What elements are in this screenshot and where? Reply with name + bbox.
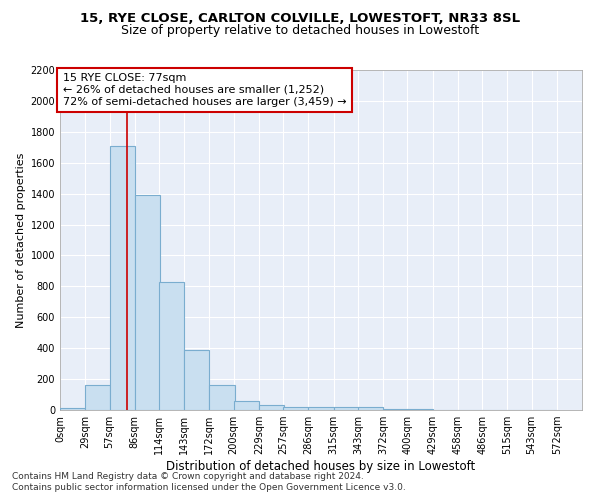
Bar: [85, 386, 110, 410]
Text: Contains public sector information licensed under the Open Government Licence v3: Contains public sector information licen…: [12, 483, 406, 492]
Bar: [259, 406, 284, 410]
Text: Size of property relative to detached houses in Lowestoft: Size of property relative to detached ho…: [121, 24, 479, 37]
Text: Contains HM Land Registry data © Crown copyright and database right 2024.: Contains HM Land Registry data © Crown c…: [12, 472, 364, 481]
Text: 15 RYE CLOSE: 77sqm
← 26% of detached houses are smaller (1,252)
72% of semi-det: 15 RYE CLOSE: 77sqm ← 26% of detached ho…: [62, 74, 346, 106]
Bar: [358, 407, 383, 410]
Text: 15, RYE CLOSE, CARLTON COLVILLE, LOWESTOFT, NR33 8SL: 15, RYE CLOSE, CARLTON COLVILLE, LOWESTO…: [80, 12, 520, 26]
Bar: [283, 407, 308, 410]
Bar: [209, 384, 235, 410]
Bar: [334, 407, 359, 410]
Bar: [159, 282, 184, 410]
Bar: [134, 195, 160, 410]
Bar: [110, 146, 134, 410]
Y-axis label: Number of detached properties: Number of detached properties: [16, 152, 26, 328]
Bar: [184, 350, 209, 410]
Bar: [383, 409, 408, 410]
Bar: [407, 409, 433, 410]
Bar: [234, 400, 259, 410]
Bar: [308, 407, 334, 410]
Bar: [60, 408, 85, 410]
X-axis label: Distribution of detached houses by size in Lowestoft: Distribution of detached houses by size …: [166, 460, 476, 473]
